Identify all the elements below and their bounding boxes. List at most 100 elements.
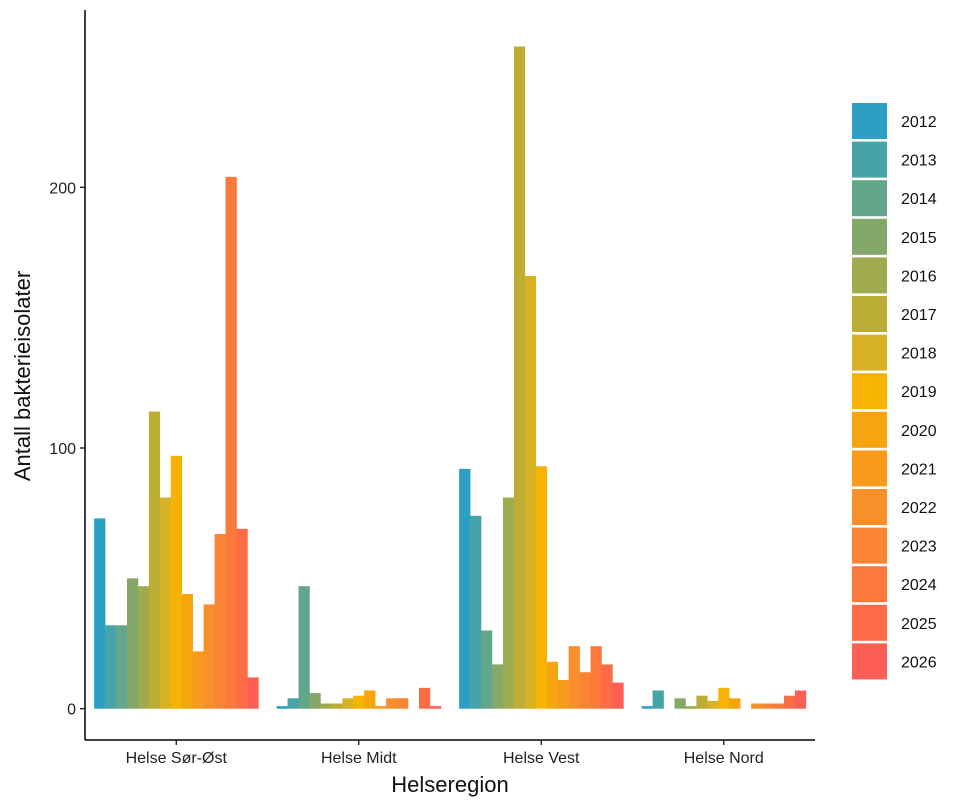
legend-key-2025 [852, 604, 887, 641]
x-ticks: Helse Sør-Øst Helse Midt Helse Vest Helse N… [126, 740, 764, 767]
bar-helse-midt-2025 [418, 687, 431, 709]
legend-key-2017 [852, 296, 887, 332]
bar-helse-s-r-st-2022 [203, 604, 215, 709]
legend-key-2021 [852, 450, 887, 487]
legend-label-2012: 2012 [901, 114, 937, 131]
bar-helse-nord-2019 [718, 687, 730, 709]
bar-helse-vest-2013 [470, 515, 482, 709]
legend-key-2026 [852, 643, 887, 680]
bar-helse-s-r-st-2014 [116, 625, 128, 709]
bar-helse-s-r-st-2018 [159, 497, 172, 709]
legend-key-2024 [852, 566, 887, 603]
bar-helse-midt-2014 [298, 586, 310, 709]
legend-key-2013 [852, 141, 887, 178]
bar-helse-nord-2024 [773, 703, 785, 709]
bar-helse-nord-2016 [685, 706, 697, 709]
bar-helse-midt-2013 [287, 698, 299, 709]
bar-helse-nord-2022 [751, 703, 763, 709]
legend-label-2021: 2021 [901, 461, 937, 478]
legend-key-2019 [852, 373, 887, 410]
legend-key-2016 [852, 257, 887, 294]
legend-label-2025: 2025 [901, 616, 937, 633]
legend-label-2026: 2026 [901, 654, 937, 671]
bar-helse-s-r-st-2020 [181, 594, 193, 709]
bar-helse-s-r-st-2015 [126, 578, 139, 709]
bar-helse-midt-2017 [331, 703, 343, 709]
bar-helse-midt-2026 [429, 706, 442, 709]
bar-helse-nord-2017 [696, 695, 708, 709]
legend-label-2014: 2014 [901, 191, 937, 208]
legend-label-2017: 2017 [901, 307, 937, 324]
legend-key-2012 [852, 103, 887, 139]
bar-helse-nord-2025 [783, 695, 796, 709]
bar-helse-s-r-st-2016 [137, 586, 150, 709]
x-axis-title: Helseregion [391, 772, 508, 797]
y-tick-label: 0 [67, 702, 76, 719]
bar-helse-vest-2019 [535, 466, 548, 709]
bar-helse-midt-2022 [386, 698, 398, 709]
bar-helse-nord-2013 [652, 690, 664, 709]
legend-key-2023 [852, 527, 887, 564]
bar-helse-midt-2020 [364, 690, 376, 709]
bar-helse-s-r-st-2024 [225, 176, 237, 709]
bar-helse-s-r-st-2023 [214, 534, 226, 709]
bar-helse-midt-2016 [320, 703, 332, 709]
bar-helse-nord-2015 [674, 698, 686, 709]
bar-helse-vest-2020 [546, 661, 558, 709]
bar-helse-s-r-st-2026 [247, 677, 259, 709]
bar-helse-vest-2022 [568, 646, 580, 709]
bar-helse-midt-2015 [309, 693, 321, 709]
bar-helse-s-r-st-2013 [105, 625, 117, 709]
legend-key-2022 [852, 489, 887, 525]
legend-key-2018 [852, 334, 887, 371]
bar-helse-midt-2018 [342, 698, 354, 709]
bar-helse-vest-2018 [524, 275, 537, 709]
bar-helse-nord-2012 [641, 706, 653, 709]
y-ticks: 0 100 200 [49, 180, 85, 719]
y-tick-label: 100 [49, 441, 76, 458]
bar-helse-vest-2026 [612, 682, 624, 709]
bar-helse-vest-2015 [491, 664, 504, 709]
bar-helse-nord-2026 [794, 690, 807, 709]
bar-helse-vest-2017 [513, 46, 526, 709]
x-tick-label: Helse Midt [321, 750, 397, 767]
legend-label-2023: 2023 [901, 539, 937, 556]
legend-label-2013: 2013 [901, 153, 937, 170]
bar-helse-vest-2024 [590, 646, 602, 709]
legend-label-2016: 2016 [901, 268, 937, 285]
bar-helse-s-r-st-2021 [192, 651, 204, 709]
bar-helse-vest-2014 [481, 630, 493, 709]
bar-helse-s-r-st-2019 [170, 455, 183, 709]
legend-key-2015 [852, 218, 887, 255]
bar-helse-vest-2023 [579, 672, 591, 709]
x-tick-label: Helse Sør-Øst [126, 750, 228, 767]
bar-helse-vest-2012 [459, 468, 471, 709]
legend-label-2020: 2020 [901, 423, 937, 440]
bar-helse-nord-2018 [707, 700, 719, 709]
legend-label-2024: 2024 [901, 577, 937, 594]
bar-helse-midt-2021 [375, 706, 387, 709]
bars-layer [94, 46, 807, 709]
bar-helse-midt-2019 [353, 695, 365, 709]
legend-label-2015: 2015 [901, 230, 937, 247]
bar-helse-vest-2025 [601, 664, 613, 709]
legend-label-2018: 2018 [901, 346, 937, 363]
legend: 2012 2013 2014 2015 2016 2017 2018 2019 2020 2021… [852, 103, 937, 680]
y-tick-label: 200 [49, 180, 76, 197]
bar-helse-vest-2016 [502, 497, 515, 709]
bar-helse-s-r-st-2025 [236, 528, 248, 709]
legend-label-2022: 2022 [901, 500, 937, 517]
bar-helse-midt-2012 [276, 706, 288, 709]
bar-helse-vest-2021 [557, 680, 569, 709]
bar-helse-nord-2020 [729, 698, 741, 709]
bar-helse-s-r-st-2012 [94, 518, 106, 709]
bar-helse-s-r-st-2017 [148, 411, 161, 709]
x-tick-label: Helse Nord [684, 750, 764, 767]
bar-helse-nord-2023 [762, 703, 774, 709]
legend-key-2014 [852, 180, 887, 217]
x-tick-label: Helse Vest [503, 750, 580, 767]
legend-label-2019: 2019 [901, 384, 937, 401]
y-axis-title: Antall bakterieisolater [10, 271, 35, 481]
bar-helse-midt-2023 [397, 698, 409, 709]
